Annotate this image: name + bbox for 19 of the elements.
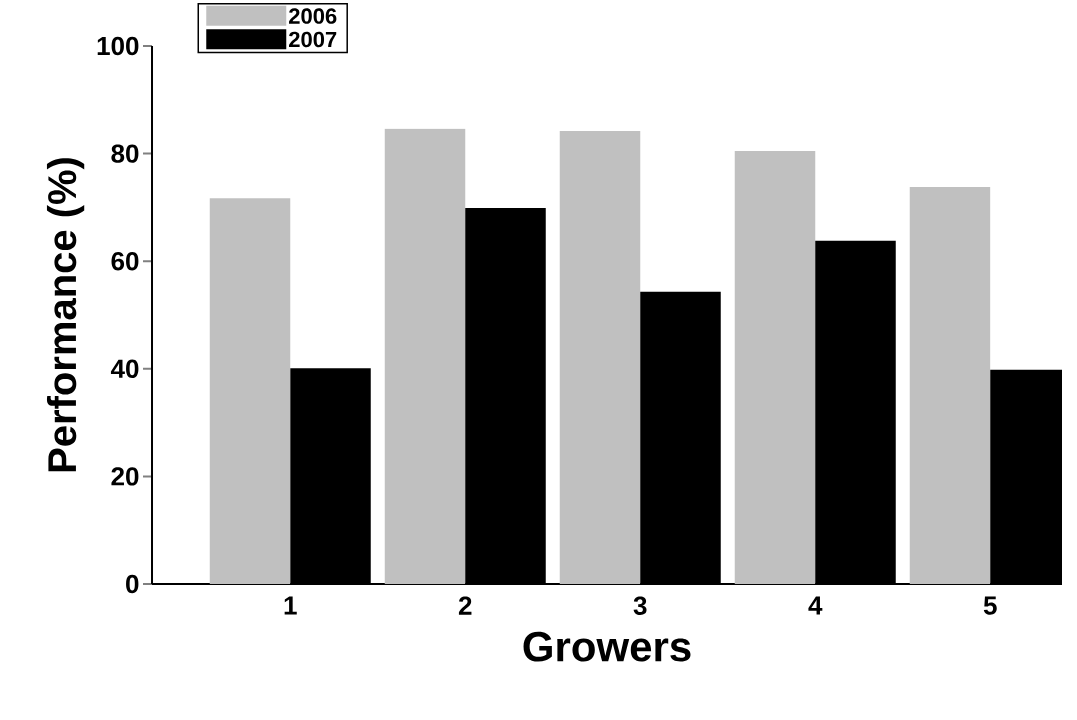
y-tick-label: 0 <box>126 574 139 594</box>
legend-label: 2007 <box>289 31 337 48</box>
y-axis-title: Performance (%) <box>46 158 85 472</box>
y-tick-label: 80 <box>111 144 139 163</box>
x-tick-label: 4 <box>808 596 823 615</box>
x-tick-label: 3 <box>633 596 647 615</box>
x-axis-title: Growers <box>523 631 691 662</box>
x-tick-label: 5 <box>983 596 997 615</box>
bar <box>559 130 641 584</box>
bar <box>384 128 466 584</box>
bar <box>209 198 291 584</box>
y-tick-label: 100 <box>97 36 139 56</box>
y-tick-label: 40 <box>110 359 139 378</box>
bar <box>734 150 816 584</box>
y-tick-label: 20 <box>111 467 139 486</box>
x-tick-label: 2 <box>458 596 472 615</box>
x-tick-label: 1 <box>284 596 297 615</box>
legend-label: 2006 <box>289 8 337 24</box>
y-tick-label: 60 <box>111 251 139 271</box>
